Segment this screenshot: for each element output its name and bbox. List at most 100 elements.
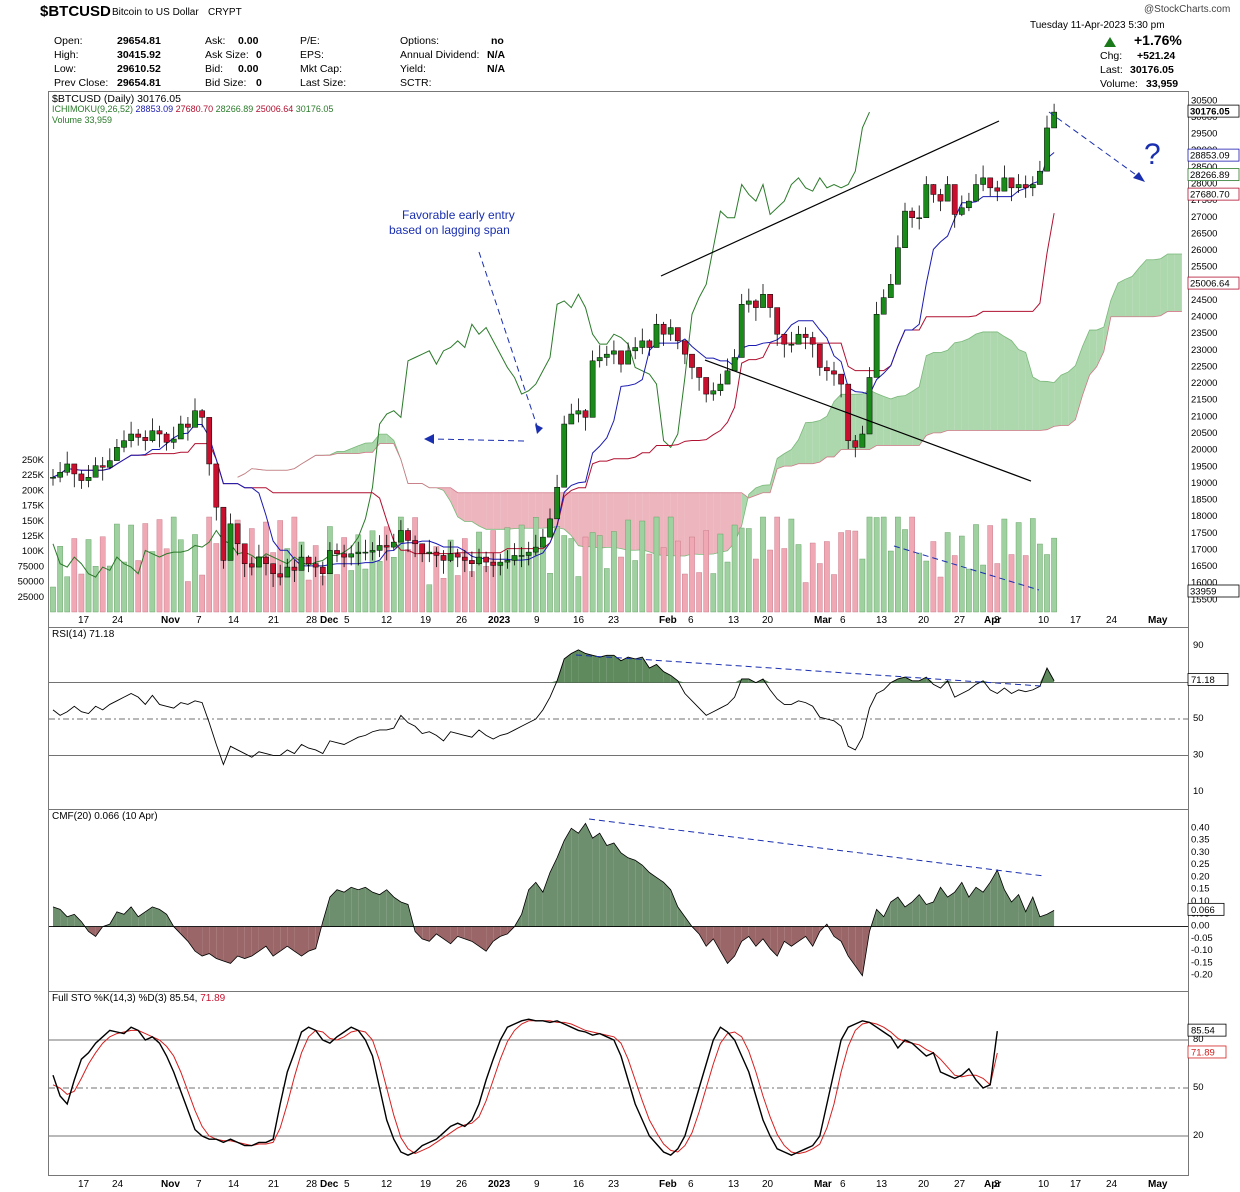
- cmf-area-segment: [1032, 897, 1040, 927]
- x-tick-label: 10: [1038, 1179, 1050, 1190]
- cmf-tick-label: 0.20: [1191, 871, 1210, 882]
- volume-bar: [639, 520, 646, 613]
- cmf-area-segment: [542, 872, 550, 927]
- cmf-area-segment: [471, 926, 479, 947]
- candle-body: [625, 350, 631, 365]
- candle-body: [270, 563, 276, 574]
- sto-tick-label: 50: [1193, 1082, 1204, 1093]
- candle-body: [745, 300, 752, 305]
- candle-body: [284, 566, 291, 578]
- volume-bar: [483, 566, 489, 613]
- ichimoku-cloud-segment: [798, 422, 806, 464]
- cmf-area-segment: [741, 926, 749, 942]
- volume-bar: [561, 535, 567, 613]
- cmf-tag-box: [1187, 902, 1225, 916]
- price-tick-label: 17500: [1191, 528, 1217, 539]
- cmf-tick-label: 0.00: [1191, 921, 1210, 932]
- candle-body: [1051, 111, 1057, 129]
- cmf-area-segment: [997, 870, 1005, 927]
- price-axis: 15500 16000 16500 17000 17500 18000 18500 19000…: [1187, 95, 1240, 605]
- rsi-tag-box: [1187, 673, 1229, 686]
- symbol-name: Bitcoin to US Dollar: [112, 7, 199, 18]
- x-tick-label: 7: [196, 615, 202, 626]
- candle-body: [589, 360, 596, 418]
- candle-body: [85, 477, 92, 481]
- volume-tick-label: 75000: [18, 561, 44, 572]
- last-value: 30176.05: [1130, 64, 1174, 76]
- price-tick-label: 26000: [1191, 245, 1217, 256]
- ichimoku-cloud-segment: [344, 448, 352, 454]
- ichimoku-cloud-segment: [1089, 330, 1097, 375]
- x-tick-label: 28: [306, 1179, 318, 1190]
- ask-label: Ask:: [205, 35, 226, 47]
- candle-body: [547, 518, 553, 538]
- rsi-overbought-fill: [585, 653, 593, 683]
- cmf-area-segment: [606, 843, 614, 927]
- cmf-area-segment: [848, 926, 856, 966]
- rsi-overbought-fill: [1039, 668, 1047, 683]
- ichimoku-cloud-segment: [1047, 381, 1055, 430]
- candle-body: [405, 530, 411, 541]
- volume-bar: [284, 548, 291, 613]
- sto-chart: [49, 1018, 1188, 1157]
- dividend-value: N/A: [487, 49, 506, 61]
- ichimoku-cloud-segment: [1174, 254, 1182, 312]
- high-label: High:: [54, 49, 79, 61]
- cmf-area-segment: [88, 926, 96, 937]
- volume-bar: [362, 568, 369, 613]
- volume-bar: [185, 581, 191, 613]
- cmf-area-segment: [706, 926, 714, 947]
- projection-arrow-head: [1133, 172, 1145, 182]
- cmf-area-segment: [230, 926, 238, 964]
- cmf-area-segment: [273, 926, 281, 957]
- candle-body: [57, 472, 63, 478]
- cmf-area-segment: [1018, 894, 1026, 927]
- candle-body: [816, 343, 823, 368]
- cmf-tick-label: -0.15: [1191, 957, 1213, 968]
- volume-bar: [731, 524, 738, 613]
- ichimoku-cloud-segment: [1167, 254, 1175, 312]
- ichimoku-cloud-segment: [1011, 340, 1019, 431]
- candle-body: [859, 433, 866, 448]
- candle-body: [497, 561, 504, 566]
- x-tick-label: Nov: [161, 1179, 180, 1190]
- ichimoku-cloud-segment: [1125, 276, 1133, 317]
- rsi-tick-label: 90: [1193, 640, 1204, 651]
- candle-body: [185, 423, 191, 428]
- price-tick-label: 17000: [1191, 544, 1217, 555]
- ichimoku-cloud-segment: [791, 439, 799, 467]
- x-tick-label: Dec: [320, 1179, 339, 1190]
- cmf-area-segment: [251, 926, 259, 957]
- volume-bar: [582, 536, 589, 613]
- ichimoku-cloud-segment: [890, 396, 898, 446]
- x-tick-label: 26: [456, 1179, 468, 1190]
- volume-bar: [341, 537, 347, 613]
- cmf-area-segment: [628, 857, 636, 927]
- ichimoku-cloud-segment: [564, 492, 572, 536]
- cmf-area-segment: [677, 906, 685, 927]
- volume-bar: [895, 516, 901, 613]
- x-tick-label: 7: [196, 1179, 202, 1190]
- candle-body: [561, 423, 568, 488]
- x-tick-label: 24: [112, 615, 124, 626]
- ichimoku-cloud-segment: [919, 355, 927, 446]
- high-value: 30415.92: [117, 49, 161, 61]
- cmf-area-segment: [954, 882, 962, 927]
- candle-body: [1022, 184, 1029, 189]
- volume-bar: [824, 541, 830, 613]
- volume-tick-label: 175K: [22, 501, 45, 512]
- cmf-area-segment: [429, 926, 437, 942]
- candle-body: [291, 566, 298, 571]
- sto-tick-label: 80: [1193, 1034, 1204, 1045]
- lower-trendline: [704, 359, 1032, 482]
- x-tick-label: 12: [381, 615, 393, 626]
- x-tick-label: 16: [573, 1179, 585, 1190]
- ichimoku-cloud-segment: [379, 434, 387, 444]
- volume-bar: [788, 518, 795, 613]
- volume-bar: [156, 519, 163, 613]
- volume-bar: [923, 560, 930, 613]
- cmf-area-segment: [933, 887, 941, 927]
- candle-body: [461, 556, 468, 561]
- ichimoku-cloud-segment: [450, 487, 458, 517]
- cmf-area-segment: [663, 882, 671, 927]
